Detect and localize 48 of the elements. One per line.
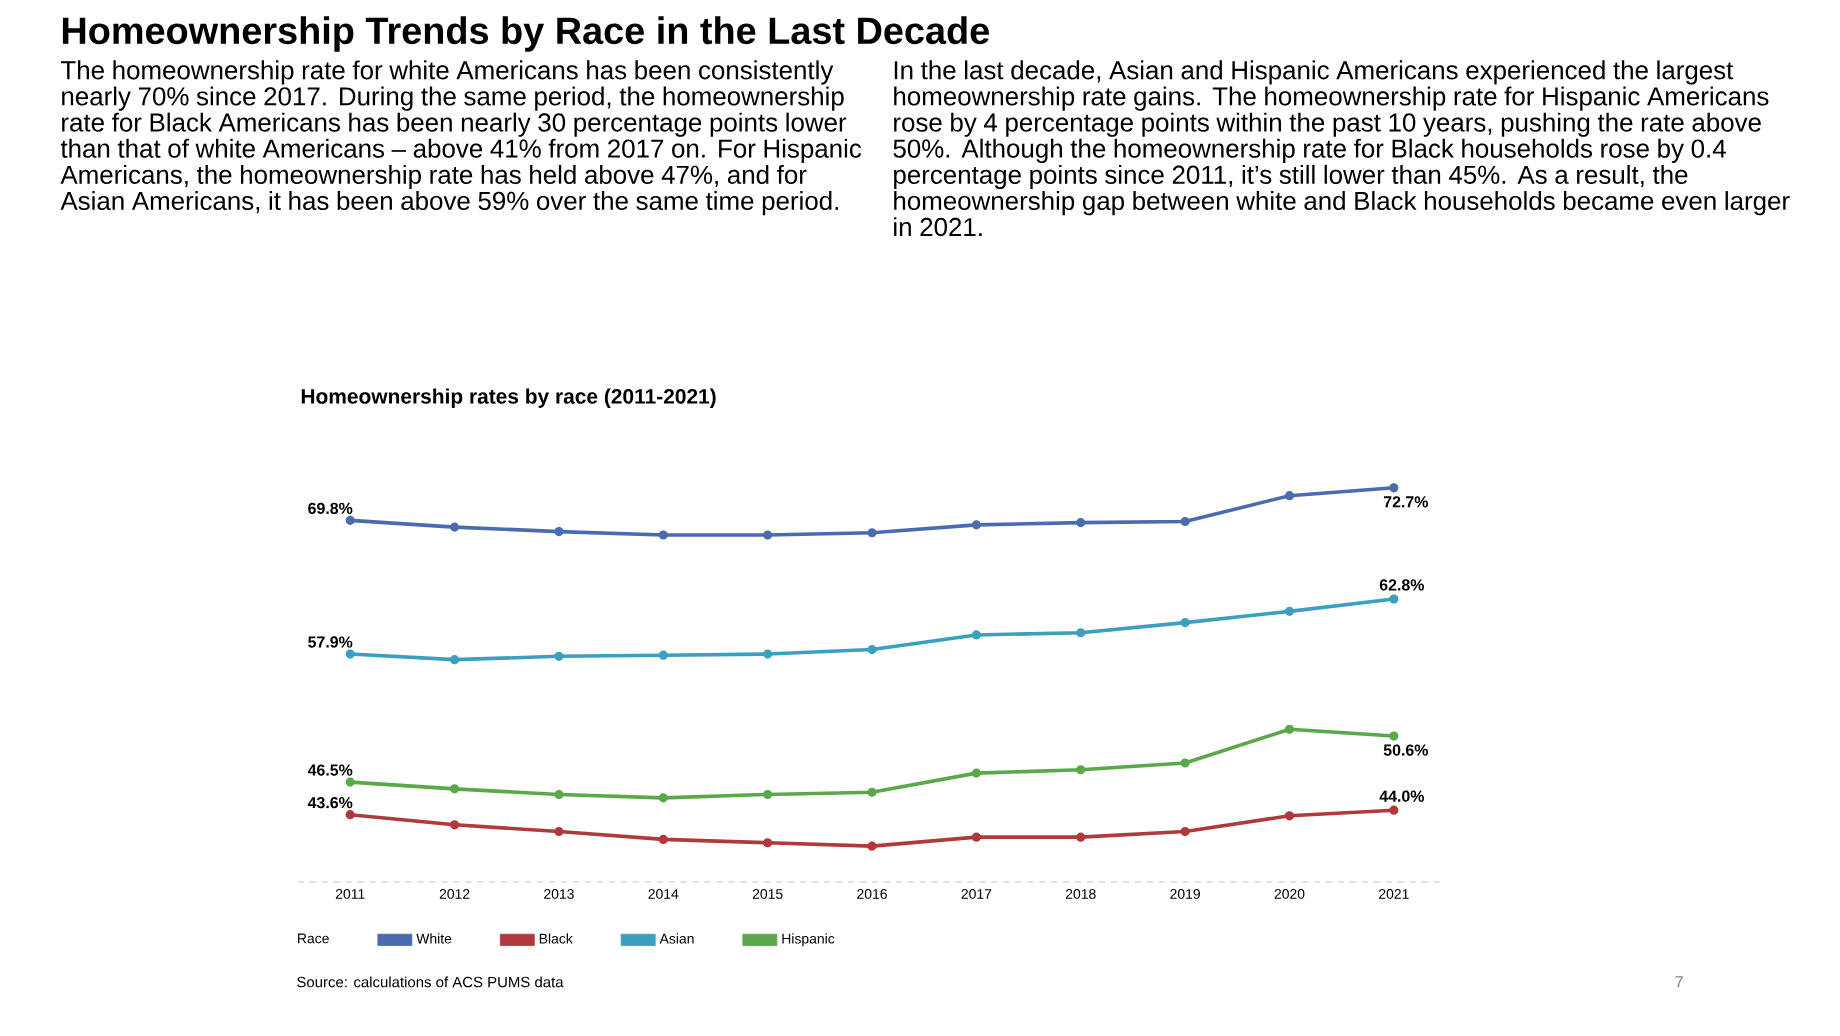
point [1076,832,1086,842]
point [763,649,773,659]
point [971,520,981,530]
chart-title: Homeownership Trends by Race in the Last Decade [62,16,989,52]
point [763,530,773,540]
text: The homeownership rate for white Americans has been consistently nearly 70% since 2017. During the same period, the homeownership rate for Black Americans has been nearly 30 percentage points lower than that of white Americans – above 41% from 2017 on. For Hispanic Americans, the homeownership rate has held above 47%, and for Asian Americans, it has been above 59% over the same time period. [60,60,862,216]
point [1180,826,1190,837]
point [1076,765,1086,775]
point [867,644,877,655]
chart-subtitle: Homeownership rates by race (2011-2021) [301,388,716,408]
point [658,793,668,803]
point [449,784,460,794]
point [554,527,564,537]
point [658,650,668,660]
point [345,777,355,787]
point [1180,758,1190,768]
point [971,832,981,842]
point [763,838,773,848]
point [554,826,564,837]
point [867,528,877,538]
point [658,530,668,540]
point [345,810,355,820]
point [867,841,877,851]
point [449,820,460,830]
point [1076,628,1086,638]
point [1180,618,1190,628]
point [345,649,355,659]
point [658,834,668,844]
point [1284,724,1295,734]
point [1076,518,1086,528]
point [1389,805,1399,815]
point [971,630,981,640]
point [867,787,877,797]
point [449,522,460,532]
point [554,789,564,800]
point [971,768,981,778]
text: In the last decade, Asian and Hispanic Americans experienced the largest homeownership rate gains. The homeownership rate for Hispanic Americans rose by 4 percentage points within the past 10 years, pushing the rate above 50%. Although the homeownership rate for Black households rose by 0.4 percentage points since 2011, it’s still lower than 45%. As a result, the homeownership gap between white and Black households became even larger in 2021. [893,60,1790,237]
point [1284,811,1295,821]
point [449,655,460,665]
point [1284,491,1295,501]
point [1389,483,1399,493]
point [1180,516,1190,527]
point [1389,594,1399,604]
point [1389,731,1399,741]
point [1284,606,1295,616]
point [345,515,355,525]
point [554,651,564,661]
point [763,789,773,800]
